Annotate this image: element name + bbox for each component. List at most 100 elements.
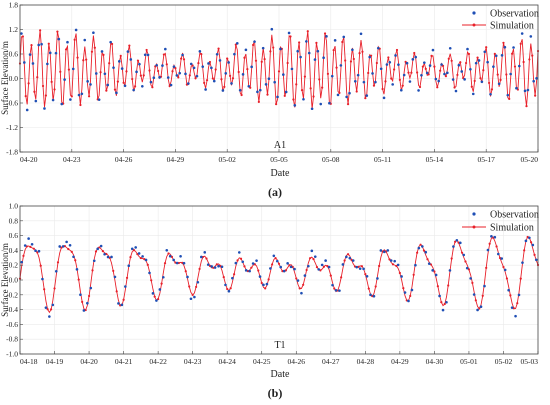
- observation-point: [299, 55, 302, 59]
- simulation-point: [277, 70, 281, 73]
- simulation-point: [367, 287, 370, 290]
- observation-point: [97, 98, 101, 101]
- simulation-point: [184, 270, 187, 273]
- x-tick-label: 05-14: [426, 155, 444, 164]
- simulation-point: [487, 81, 491, 85]
- x-tick-label: 04-23: [184, 357, 202, 366]
- observation-point: [331, 283, 334, 287]
- observation-point: [342, 35, 346, 39]
- observation-point: [369, 293, 372, 297]
- observation-point: [193, 295, 196, 299]
- simulation-point: [139, 256, 142, 260]
- observation-point: [414, 263, 417, 267]
- x-tick-label: 04-29: [167, 155, 185, 164]
- simulation-point: [401, 84, 404, 87]
- observation-point: [284, 90, 288, 94]
- observation-point: [466, 47, 469, 51]
- legend-simulation-marker: [472, 225, 476, 229]
- simulation-point: [222, 276, 225, 279]
- simulation-point: [134, 85, 137, 88]
- observation-point: [469, 67, 472, 71]
- observation-point: [282, 269, 286, 273]
- observation-point: [371, 72, 374, 75]
- legend-observation-label: Observation: [490, 9, 539, 20]
- observation-point: [110, 255, 113, 259]
- observation-point: [135, 70, 138, 74]
- simulation-point: [341, 40, 344, 44]
- simulation-point: [476, 56, 479, 59]
- observation-point: [221, 89, 225, 92]
- observation-point: [20, 260, 24, 264]
- observation-point: [362, 80, 366, 84]
- observation-point: [175, 261, 179, 265]
- observation-point: [106, 83, 110, 87]
- observation-point: [178, 71, 182, 75]
- simulation-point: [416, 251, 419, 254]
- simulation-point: [41, 84, 45, 88]
- observation-point: [333, 39, 337, 42]
- simulation-point: [525, 105, 528, 108]
- x-tick-label: 04-24: [218, 357, 236, 366]
- observation-point: [510, 306, 514, 309]
- simulation-point: [422, 249, 426, 252]
- observation-point: [459, 241, 462, 245]
- simulation-point: [243, 265, 246, 268]
- simulation-point: [132, 249, 136, 252]
- simulation-point: [340, 276, 343, 279]
- observation-point: [256, 90, 259, 94]
- observation-point: [172, 258, 175, 262]
- observation-point: [258, 275, 262, 278]
- observation-point: [58, 245, 62, 248]
- simulation-point: [398, 78, 401, 81]
- simulation-point: [191, 293, 194, 297]
- simulation-point: [298, 287, 301, 290]
- observation-point: [355, 265, 359, 269]
- simulation-point: [99, 71, 102, 74]
- observation-point: [189, 62, 193, 66]
- simulation-point: [102, 53, 105, 57]
- observation-point: [385, 63, 389, 66]
- observation-point: [65, 240, 68, 244]
- observation-point: [460, 70, 464, 73]
- simulation-point: [64, 48, 68, 51]
- observation-point: [286, 262, 289, 265]
- simulation-point: [289, 35, 292, 38]
- observation-point: [386, 249, 390, 252]
- observation-point: [365, 94, 369, 97]
- observation-point: [276, 95, 279, 99]
- simulation-point: [443, 302, 446, 306]
- observation-point: [302, 97, 305, 101]
- observation-point: [411, 58, 415, 61]
- observation-point: [200, 255, 203, 259]
- observation-point: [210, 265, 213, 268]
- y-tick-label: 1.0: [9, 202, 19, 211]
- x-tick-label: 04-25: [253, 357, 271, 366]
- simulation-point: [470, 85, 473, 88]
- observation-point: [23, 61, 26, 64]
- observation-point: [451, 78, 455, 81]
- simulation-point: [323, 32, 327, 35]
- x-tick-label: 05-01: [460, 357, 478, 366]
- simulation-point: [332, 48, 335, 52]
- observation-point: [96, 247, 99, 251]
- simulation-point: [522, 60, 525, 64]
- simulation-point: [139, 74, 142, 77]
- observation-point: [420, 73, 423, 77]
- observation-point: [89, 286, 93, 290]
- simulation-point: [286, 61, 289, 65]
- observation-point: [187, 82, 190, 85]
- observation-point: [99, 244, 103, 248]
- observation-point: [493, 235, 497, 239]
- simulation-point: [410, 71, 413, 74]
- observation-point: [509, 72, 512, 76]
- panel-b-y-ticks: 1.0 0.8 0.6 0.4 0.2 0.0 -0.2 -0.4 -0.6 -0.8 -1.0: [6, 202, 23, 359]
- observation-point: [365, 275, 369, 278]
- observation-point: [434, 273, 438, 277]
- observation-point: [359, 32, 363, 36]
- simulation-point: [306, 30, 309, 33]
- observation-point: [279, 47, 282, 51]
- observation-point: [531, 243, 535, 247]
- simulation-point: [129, 255, 132, 259]
- observation-point: [408, 80, 412, 83]
- x-tick-label: 05-08: [322, 155, 340, 164]
